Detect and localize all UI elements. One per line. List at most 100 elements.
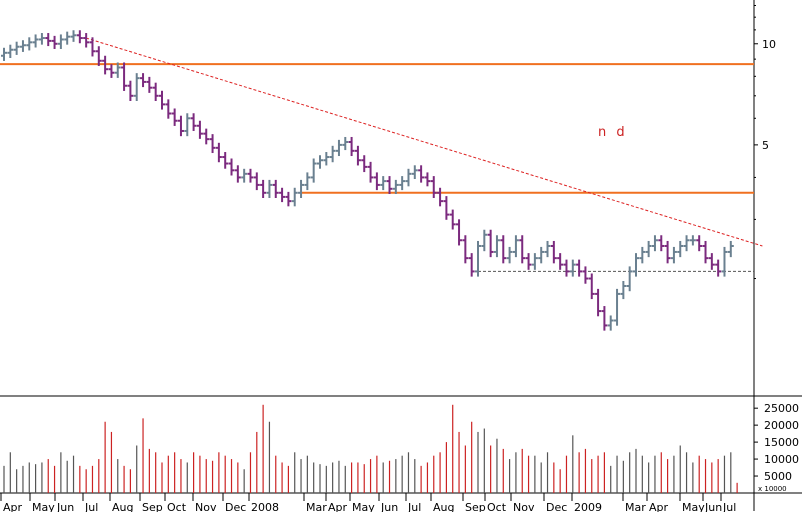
price-bar [26, 37, 33, 51]
x-tick-label: Dec [225, 501, 246, 512]
x-tick-label: 2008 [251, 501, 279, 512]
price-bar [373, 172, 380, 191]
price-bar [7, 44, 14, 58]
volume-tick-label: 20000 [764, 419, 799, 432]
price-bar [658, 235, 665, 252]
price-bar [500, 235, 507, 264]
price-bar [260, 179, 267, 198]
x-tick-label: Jun [704, 501, 722, 512]
price-bar [399, 176, 406, 191]
x-tick-label: Jun [56, 501, 74, 512]
price-bar [184, 113, 191, 137]
price-bar [298, 179, 305, 198]
x-tick-label: Sep [465, 501, 486, 512]
volume-tick-label: 5000 [764, 470, 792, 483]
volume-unit-label: x 10000 [758, 485, 787, 493]
x-tick-label: Dec [546, 501, 567, 512]
price-bar [664, 240, 671, 264]
price-bar [424, 172, 431, 187]
price-bar [165, 99, 172, 119]
price-bar [329, 145, 336, 163]
price-bar [51, 35, 58, 49]
price-bar [38, 33, 45, 45]
price-bar [342, 136, 349, 151]
price-bar [702, 240, 709, 264]
price-bar [247, 168, 254, 183]
price-bar [639, 246, 646, 264]
annotation-text: n d [598, 125, 628, 140]
x-tick-label: Jul [407, 501, 421, 512]
price-bar [127, 80, 134, 101]
price-bar [354, 145, 361, 166]
x-tick-label: Oct [167, 501, 187, 512]
x-tick-label: Jul [84, 501, 98, 512]
price-bar [57, 34, 64, 49]
price-bar [70, 30, 77, 42]
price-bar [304, 172, 311, 191]
price-bar [114, 62, 121, 78]
volume-tick-label: 25000 [764, 402, 799, 415]
x-tick-label: Aug [112, 501, 133, 512]
x-tick-label: 2009 [574, 501, 602, 512]
x-tick-label: Sep [142, 501, 163, 512]
price-bar [468, 253, 475, 277]
price-bar [380, 176, 387, 191]
x-tick-label: Jun [380, 501, 398, 512]
x-tick-label: Mar [306, 501, 327, 512]
price-bar [475, 240, 481, 277]
price-bar [13, 41, 20, 55]
price-bar [1, 47, 7, 61]
price-bar [392, 179, 399, 194]
price-bar [620, 280, 627, 300]
price-bar [203, 128, 210, 145]
x-tick-label: Apr [328, 501, 348, 512]
price-bar [291, 187, 298, 207]
volume-tick-label: 15000 [764, 436, 799, 449]
x-tick-label: Mar [625, 501, 646, 512]
price-bar [159, 90, 165, 110]
price-bar [607, 315, 614, 331]
price-bar [519, 235, 526, 264]
price-bar [335, 139, 342, 157]
price-bar [557, 253, 564, 270]
price-bar [228, 158, 235, 176]
price-bar [64, 31, 71, 45]
price-bar [582, 266, 589, 284]
price-bar [196, 120, 203, 139]
price-bar [45, 33, 52, 47]
price-bar [361, 155, 368, 173]
price-bar [209, 134, 216, 154]
price-bar [215, 142, 222, 163]
x-tick-label: May [32, 501, 55, 512]
price-bar [317, 155, 323, 169]
price-bar [651, 235, 658, 252]
price-bar [190, 113, 197, 131]
price-bar [588, 273, 595, 300]
price-bar [493, 235, 500, 258]
price-bar [437, 187, 444, 207]
price-bar [670, 246, 677, 264]
price-bar [443, 196, 450, 220]
x-tick-label: May [352, 501, 375, 512]
x-tick-label: Nov [513, 501, 535, 512]
price-bar [708, 253, 715, 270]
x-tick-label: Oct [487, 501, 507, 512]
price-tick-label: 10 [762, 38, 776, 51]
price-bar [487, 229, 494, 258]
price-bar [146, 76, 153, 93]
price-bar [310, 158, 317, 183]
price-bar [83, 33, 90, 48]
price-bar [102, 55, 109, 75]
price-bar [506, 246, 513, 264]
price-bar [285, 191, 292, 207]
price-tick-label: 5 [762, 139, 769, 152]
price-bar [279, 187, 286, 203]
price-bar [272, 179, 279, 198]
price-bar [595, 288, 602, 317]
price-bar [430, 176, 437, 198]
volume-tick-label: 10000 [764, 453, 799, 466]
price-bar [683, 235, 690, 252]
price-bar [108, 64, 115, 78]
price-bar [727, 240, 734, 258]
price-bar [222, 152, 229, 169]
